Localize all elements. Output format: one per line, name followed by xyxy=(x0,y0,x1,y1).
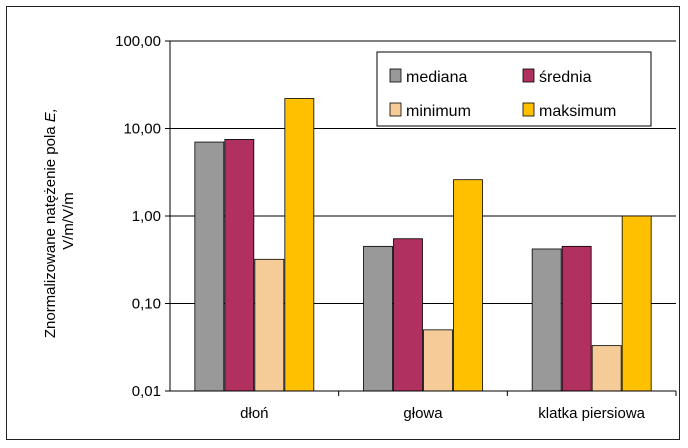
y-axis-label-line2: V/m/V/m xyxy=(60,192,77,250)
y-tick-label: 100,00 xyxy=(115,33,161,50)
legend-label-maksimum: maksimum xyxy=(539,103,616,120)
bar-minimum xyxy=(255,259,284,391)
bar-minimum xyxy=(592,346,621,391)
bar-chart: 100,00 10,00 1,00 0,10 0,01 dłoń głowa klatka … xyxy=(7,7,679,439)
y-tick-labels: 100,00 10,00 1,00 0,10 0,01 xyxy=(115,33,161,400)
bar-średnia xyxy=(562,246,591,391)
bar-maksimum xyxy=(454,180,483,391)
bar-średnia xyxy=(225,139,254,391)
bar-maksimum xyxy=(285,99,314,391)
category-label: klatka piersiowa xyxy=(538,405,645,422)
bar-mediana xyxy=(195,142,224,391)
legend-swatch-mediana xyxy=(390,69,401,82)
y-axis-label: Znormalizowane natężenie pola E, V/m/V/m xyxy=(42,104,77,338)
category-label: głowa xyxy=(403,405,443,422)
chart-frame: 100,00 10,00 1,00 0,10 0,01 dłoń głowa klatka … xyxy=(6,6,680,440)
legend-label-średnia: średnia xyxy=(539,69,592,86)
y-axis-label-line1: Znormalizowane natężenie pola xyxy=(42,122,59,338)
bar-średnia xyxy=(394,239,423,391)
legend: mediana średnia minimum maksimum xyxy=(377,52,651,126)
y-tick-label: 1,00 xyxy=(132,208,161,225)
bar-mediana xyxy=(364,246,393,391)
legend-label-mediana: mediana xyxy=(406,69,467,86)
bar-mediana xyxy=(532,249,561,391)
legend-swatch-minimum xyxy=(390,103,401,116)
y-axis-label-var: E, xyxy=(42,108,59,122)
legend-swatch-średnia xyxy=(523,69,534,82)
y-tick-label: 10,00 xyxy=(123,121,161,138)
y-tick-label: 0,01 xyxy=(132,383,161,400)
legend-swatch-maksimum xyxy=(523,103,534,116)
bars xyxy=(195,99,651,391)
y-tick-label: 0,10 xyxy=(132,296,161,313)
legend-label-minimum: minimum xyxy=(406,103,471,120)
category-labels: dłoń głowa klatka piersiowa xyxy=(240,391,676,422)
bar-maksimum xyxy=(622,216,651,391)
category-label: dłoń xyxy=(240,405,268,422)
bar-minimum xyxy=(424,330,453,391)
